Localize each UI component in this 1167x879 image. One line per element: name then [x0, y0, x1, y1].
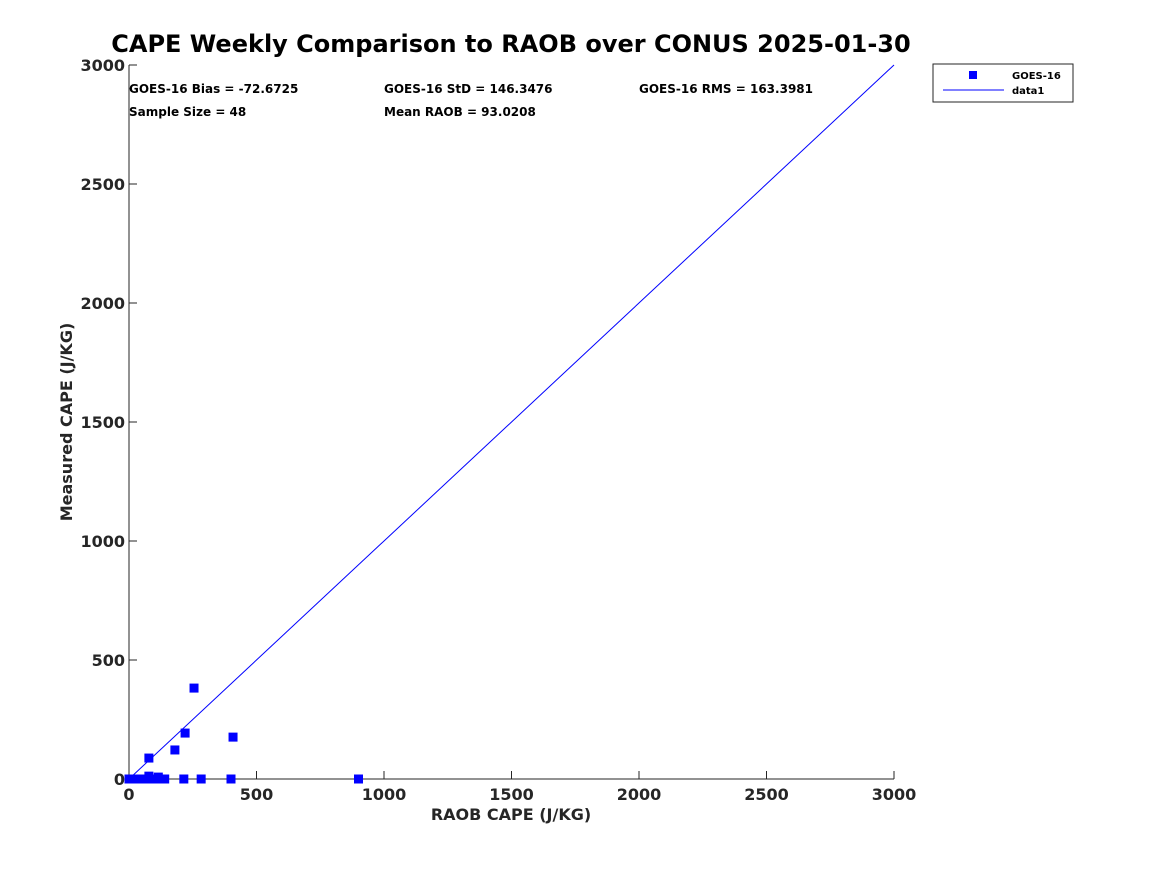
- goes16-point: [226, 774, 236, 784]
- x-tick-label: 2500: [744, 785, 789, 804]
- legend-box: [932, 63, 1074, 103]
- legend: GOES-16 data1: [932, 63, 1074, 103]
- x-tick-label: 2000: [617, 785, 662, 804]
- legend-label-goes16: GOES-16: [1012, 71, 1061, 82]
- goes16-point: [153, 772, 163, 782]
- data1-line: [128, 64, 895, 780]
- goes16-point: [196, 774, 206, 784]
- goes16-point: [228, 732, 238, 742]
- goes16-point: [354, 774, 363, 784]
- goes16-point: [170, 745, 180, 755]
- goes16-point: [180, 728, 190, 738]
- goes16-point: [144, 771, 154, 781]
- x-tick-label: 0: [123, 785, 134, 804]
- goes16-point: [144, 753, 154, 763]
- annotation-rms: GOES-16 RMS = 163.3981: [639, 82, 813, 96]
- legend-marker-goes16: [969, 71, 977, 79]
- annotation-std: GOES-16 StD = 146.3476: [384, 82, 553, 96]
- y-axis-label: Measured CAPE (J/KG): [57, 323, 76, 522]
- x-tick-label: 1500: [489, 785, 534, 804]
- x-tick-label: 3000: [872, 785, 917, 804]
- goes16-point: [179, 774, 189, 784]
- y-tick-label: 2500: [80, 175, 125, 194]
- y-tick-label: 3000: [80, 56, 125, 75]
- x-tick-label: 500: [240, 785, 273, 804]
- annotation-mean-raob: Mean RAOB = 93.0208: [384, 105, 536, 119]
- plot-area: 0 500 1000 1500 2000 2500 3000 0 500 1000 1500 2000…: [80, 56, 916, 804]
- goes16-point: [160, 774, 170, 784]
- y-tick-label: 0: [114, 770, 125, 789]
- y-tick-label: 500: [92, 651, 125, 670]
- goes16-point: [189, 683, 199, 693]
- x-axis-label: RAOB CAPE (J/KG): [431, 805, 591, 824]
- y-tick-label: 2000: [80, 294, 125, 313]
- y-tick-label: 1500: [80, 413, 125, 432]
- chart-title: CAPE Weekly Comparison to RAOB over CONU…: [111, 30, 910, 58]
- x-tick-label: 1000: [362, 785, 407, 804]
- annotation-bias: GOES-16 Bias = -72.6725: [129, 82, 298, 96]
- annotation-sample-size: Sample Size = 48: [129, 105, 246, 119]
- legend-label-data1: data1: [1012, 86, 1044, 97]
- y-tick-label: 1000: [80, 532, 125, 551]
